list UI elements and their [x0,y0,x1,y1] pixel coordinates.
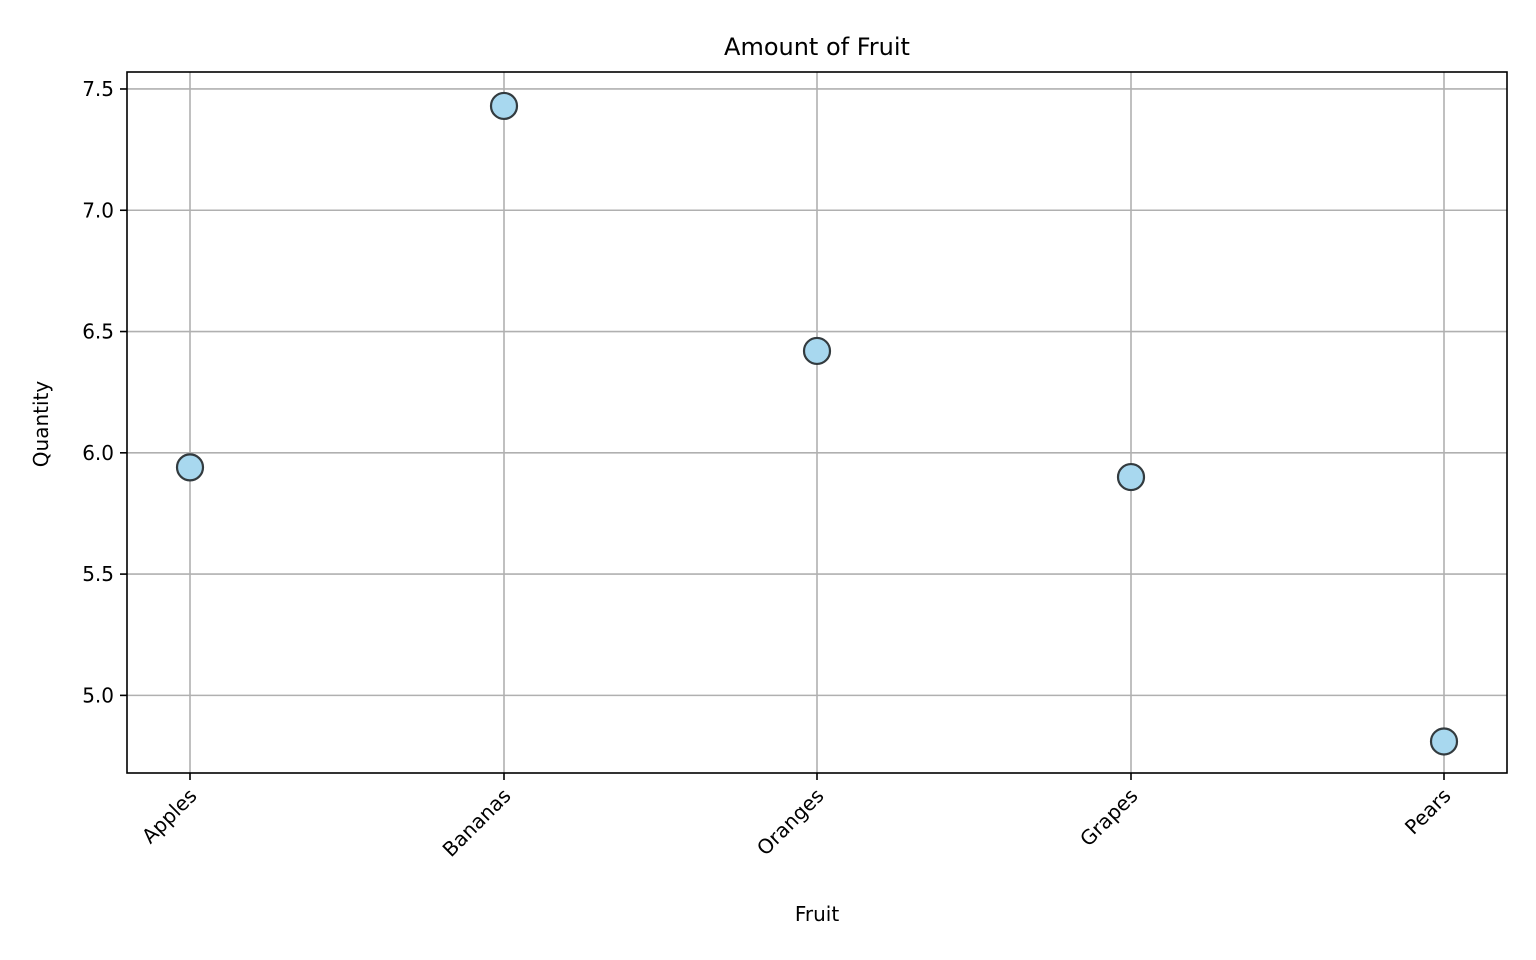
x-axis-label: Fruit [795,902,840,926]
y-axis-label: Quantity [29,381,53,468]
y-tick-label: 7.5 [82,77,114,101]
data-points [175,91,1459,756]
data-point [175,453,205,482]
data-point [1429,727,1459,756]
y-tick-label: 7.0 [82,198,114,222]
y-tick-label: 5.0 [82,683,114,707]
data-point [1116,462,1146,492]
grid [127,72,1507,773]
y-tick-label: 6.5 [82,320,114,344]
y-tick-label: 6.0 [82,441,114,465]
y-axis: 5.0 5.5 6.0 6.5 7.0 7.5 [82,77,127,707]
data-point [489,91,519,121]
y-tick-label: 5.5 [82,562,114,586]
chart-title: Amount of Fruit [724,33,910,61]
data-point [802,336,832,366]
